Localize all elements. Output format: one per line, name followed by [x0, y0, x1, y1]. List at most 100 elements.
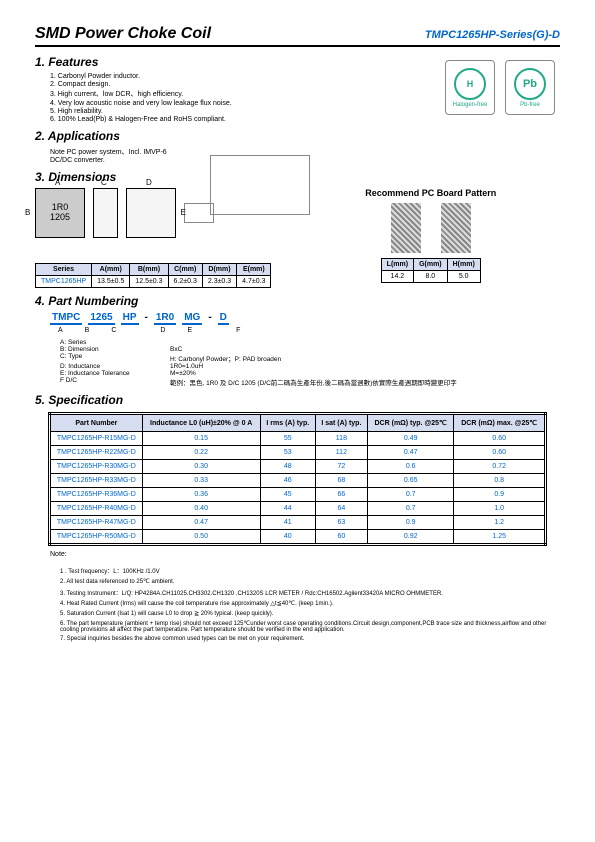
- spec-th: I sat (A) typ.: [315, 414, 367, 432]
- note-item: 3. Testing Instrument：L/Q: HP4284A.CH110…: [60, 588, 560, 597]
- dim-label-e: E: [181, 208, 186, 217]
- pcb-pad: [441, 203, 471, 253]
- spec-td: 0.8: [454, 474, 545, 488]
- spec-td: 60: [315, 530, 367, 545]
- spec-th: Part Number: [50, 414, 142, 432]
- spec-td: 45: [260, 488, 315, 502]
- dim-label-a: A: [55, 178, 60, 187]
- dimensions-table: Series A(mm) B(mm) C(mm) D(mm) E(mm) TMP…: [35, 263, 271, 288]
- pn-sep: -: [208, 312, 211, 325]
- leg-val: M=±20%: [170, 370, 196, 377]
- pkg-top-view: 1R01205: [35, 188, 85, 238]
- spec-td: 0.15: [142, 432, 260, 446]
- spec-row: TMPC1265HP-R15MG-D0.15551180.490.60: [50, 432, 546, 446]
- pn-lbl: B: [77, 327, 98, 334]
- dim-label-d: D: [146, 178, 152, 187]
- feature-item: 6. 100% Lead(Pb) & Halogen-Free and RoHS…: [50, 116, 560, 123]
- spec-td: 55: [260, 432, 315, 446]
- spec-td: 63: [315, 516, 367, 530]
- note-item: 1 . Test frequency：L：100KHz /1.0V: [60, 566, 560, 575]
- dim-th: Series: [36, 264, 92, 276]
- main-title: SMD Power Choke Coil: [35, 25, 211, 43]
- pbfree-icon: [514, 68, 546, 100]
- dim-label-b: B: [25, 208, 30, 217]
- halogen-badge: H Halogen-free: [445, 60, 495, 115]
- spec-td: TMPC1265HP-R15MG-D: [50, 432, 142, 446]
- spec-td: 0.30: [142, 460, 260, 474]
- spec-td: 0.36: [142, 488, 260, 502]
- series-title: TMPC1265HP-Series(G)-D: [425, 29, 560, 41]
- pn-lbl: D: [152, 327, 173, 334]
- chip-marking: 1R01205: [50, 203, 70, 223]
- leg-key: F D/C: [60, 377, 170, 387]
- pcb-td: 14.2: [381, 271, 413, 283]
- spec-td: 44: [260, 502, 315, 516]
- spec-td: 40: [260, 530, 315, 545]
- spec-td: 0.72: [454, 460, 545, 474]
- dim-th: C(mm): [168, 264, 202, 276]
- pcb-title: Recommend PC Board Pattern: [301, 188, 560, 198]
- halogen-label: Halogen-free: [453, 102, 488, 108]
- leg-val: 範例：黑色, 1R0 及 D/C 1205 (D/C前二碼為生產年份,後二碼為當…: [170, 377, 457, 387]
- pcb-section: Recommend PC Board Pattern L(mm) G(mm) H…: [301, 188, 560, 283]
- pcb-td: 5.0: [447, 271, 480, 283]
- specification-heading: 5. Specification: [35, 393, 560, 407]
- spec-row: TMPC1265HP-R36MG-D0.3645660.70.9: [50, 488, 546, 502]
- pn-seg: MG: [182, 312, 202, 325]
- spec-td: 0.40: [142, 502, 260, 516]
- applications-text: Note PC power system、Incl. IMVP-6 DC/DC …: [35, 147, 185, 164]
- dim-td: TMPC1265HP: [36, 276, 92, 288]
- spec-td: 46: [260, 474, 315, 488]
- pcb-th: L(mm): [381, 259, 413, 271]
- note-item: 2. All test data referenced to 25℃ ambie…: [60, 578, 560, 585]
- note-item: 6. The part temperature (ambient + temp …: [60, 620, 560, 633]
- pn-seg: D: [218, 312, 229, 325]
- pcb-pattern: [301, 203, 560, 253]
- spec-td: TMPC1265HP-R33MG-D: [50, 474, 142, 488]
- spec-row: TMPC1265HP-R47MG-D0.4741630.91.2: [50, 516, 546, 530]
- pn-seg: 1265: [88, 312, 114, 325]
- dim-th: A(mm): [92, 264, 130, 276]
- pcb-td: 8.0: [414, 271, 448, 283]
- spec-row: TMPC1265HP-R40MG-D0.4044640.71.0: [50, 502, 546, 516]
- pn-seg: HP: [121, 312, 139, 325]
- leg-key: C: Type: [60, 353, 170, 363]
- spec-td: TMPC1265HP-R36MG-D: [50, 488, 142, 502]
- pn-lbl: C: [103, 327, 124, 334]
- spec-td: 1.0: [454, 502, 545, 516]
- note-label: Note:: [35, 551, 560, 558]
- partnum-legend: A: Series B: DimensionBxC C: TypeH: Carb…: [35, 339, 560, 387]
- spec-td: 0.6: [367, 460, 454, 474]
- dim-td: 6.2±0.3: [168, 276, 202, 288]
- spec-td: 1.25: [454, 530, 545, 545]
- spec-td: 0.60: [454, 432, 545, 446]
- spec-td: 0.60: [454, 446, 545, 460]
- spec-th: DCR (mΩ) max. @25℃: [454, 414, 545, 432]
- leg-key: D: Inductance: [60, 363, 170, 370]
- halogen-icon: H: [454, 68, 486, 100]
- leg-key: B: Dimension: [60, 346, 170, 353]
- spec-td: 0.9: [454, 488, 545, 502]
- spec-td: 48: [260, 460, 315, 474]
- spec-td: 0.50: [142, 530, 260, 545]
- compliance-badges: H Halogen-free Pb-free: [445, 60, 555, 115]
- spec-td: 1.2: [454, 516, 545, 530]
- notes-list: 1 . Test frequency：L：100KHz /1.0V 2. All …: [35, 566, 560, 642]
- pn-lbl: A: [50, 327, 71, 334]
- spec-td: TMPC1265HP-R22MG-D: [50, 446, 142, 460]
- dim-th: D(mm): [202, 264, 236, 276]
- spec-td: 72: [315, 460, 367, 474]
- spec-td: TMPC1265HP-R47MG-D: [50, 516, 142, 530]
- pcb-th: G(mm): [414, 259, 448, 271]
- dim-th: E(mm): [237, 264, 271, 276]
- note-item: 7. Special inquiries besides the above c…: [60, 636, 560, 642]
- applications-heading: 2. Applications: [35, 129, 560, 143]
- partnum-labels: A B C D E F: [35, 327, 560, 334]
- spec-td: TMPC1265HP-R40MG-D: [50, 502, 142, 516]
- dim-td: 2.3±0.3: [202, 276, 236, 288]
- spec-td: 118: [315, 432, 367, 446]
- pcb-th: H(mm): [447, 259, 480, 271]
- leg-key: A: Series: [60, 339, 170, 346]
- leg-val: H: Carbonyl Powder；P: PAD broaden: [170, 353, 281, 363]
- title-bar: SMD Power Choke Coil TMPC1265HP-Series(G…: [35, 25, 560, 47]
